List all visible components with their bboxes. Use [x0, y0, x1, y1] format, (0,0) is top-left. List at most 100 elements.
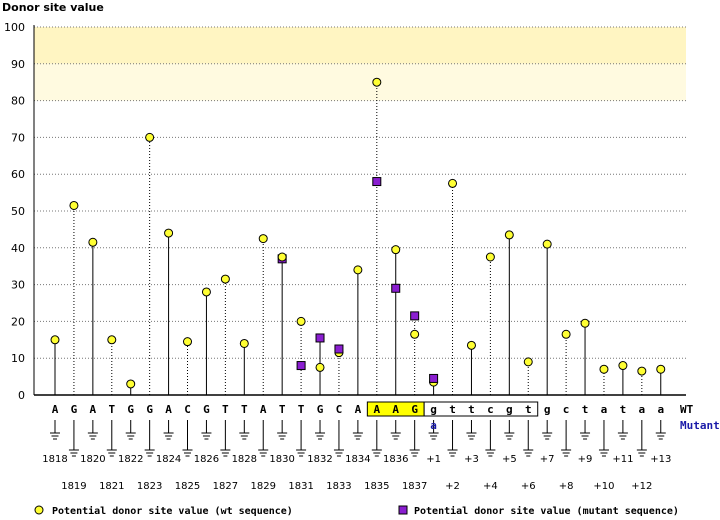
position-label-+12: +12 [631, 481, 652, 492]
wt-point-+4 [485, 252, 495, 262]
legend-mutant-marker [398, 505, 408, 515]
base-1830: T [279, 403, 286, 416]
position-label-+1: +1 [426, 454, 441, 465]
base-+12: a [639, 403, 646, 416]
y-tick-label-30: 30 [11, 279, 25, 292]
mutant-point-1837 [410, 311, 420, 321]
wt-point-1832 [315, 362, 325, 372]
position-label-+7: +7 [540, 454, 555, 465]
mutant-point-1836 [391, 283, 401, 293]
position-label-+10: +10 [593, 481, 614, 492]
position-label-+8: +8 [559, 481, 574, 492]
highlight-band [34, 27, 686, 101]
base-1818: A [52, 403, 59, 416]
y-tick-label-0: 0 [18, 389, 25, 402]
wt-point-1831 [296, 316, 306, 326]
consensus-intron-box [423, 401, 539, 417]
position-label-+4: +4 [483, 481, 498, 492]
position-label-1831: 1831 [288, 481, 313, 492]
position-label-1820: 1820 [80, 454, 105, 465]
wt-point-1827 [220, 274, 230, 284]
wt-point-1835 [372, 77, 382, 87]
wt-point-+9 [580, 318, 590, 328]
y-tick-label-20: 20 [11, 315, 25, 328]
legend: Potential donor site value (wt sequence)… [34, 505, 679, 517]
base-1822: G [127, 403, 134, 416]
wt-point-1826 [201, 287, 211, 297]
base-1837: G [411, 403, 418, 416]
mutant-point-1833 [334, 344, 344, 354]
mutation-base: a [430, 419, 437, 432]
position-label-+9: +9 [578, 454, 593, 465]
wt-point-1824 [164, 228, 174, 238]
position-label-+11: +11 [612, 454, 633, 465]
wt-row-label: WT [680, 403, 694, 416]
base-1826: G [203, 403, 210, 416]
wt-point-1834 [353, 265, 363, 275]
legend-wt-label: Potential donor site value (wt sequence) [52, 505, 293, 517]
wt-point-1825 [183, 337, 193, 347]
position-label-1828: 1828 [232, 454, 257, 465]
position-label-1821: 1821 [99, 481, 124, 492]
wt-point-+7 [542, 239, 552, 249]
position-label-1833: 1833 [326, 481, 351, 492]
position-label-+3: +3 [464, 454, 479, 465]
base-1836: A [392, 403, 399, 416]
base-+8: c [563, 403, 570, 416]
position-label-1822: 1822 [118, 454, 143, 465]
base-1821: T [108, 403, 115, 416]
y-tick-label-50: 50 [11, 205, 25, 218]
band-upper [34, 27, 686, 64]
position-label-1834: 1834 [345, 454, 370, 465]
y-tick-label-80: 80 [11, 95, 25, 108]
wt-point-1821 [107, 335, 117, 345]
mutant-row-label: Mutant [680, 419, 720, 432]
wt-point-+13 [656, 364, 666, 374]
position-label-1818: 1818 [42, 454, 67, 465]
position-label-1825: 1825 [175, 481, 200, 492]
position-label-1836: 1836 [383, 454, 408, 465]
position-label-1837: 1837 [402, 481, 427, 492]
wt-point-1836 [391, 245, 401, 255]
position-label-1827: 1827 [213, 481, 238, 492]
mutant-point-1831 [296, 361, 306, 371]
wt-point-+6 [523, 357, 533, 367]
position-label-1819: 1819 [61, 481, 86, 492]
base-+5: g [506, 403, 513, 416]
base-+9: t [582, 403, 589, 416]
base-1823: G [146, 403, 153, 416]
y-axis: 0 10 20 30 40 50 60 70 80 90 100 [4, 21, 686, 402]
base-+13: a [657, 403, 664, 416]
sequence-track: A 1818 G 1819 A 1820 T 1821 G 1822 G 1823 A 1824 C 1825… [42, 401, 720, 492]
band-lower [34, 63, 686, 101]
mutant-point-1832 [315, 333, 325, 343]
position-label-1824: 1824 [156, 454, 181, 465]
wt-point-+10 [599, 364, 609, 374]
grid [34, 26, 686, 359]
base-+11: t [620, 403, 627, 416]
wt-point-1820 [88, 237, 98, 247]
wt-point-+11 [618, 361, 628, 371]
wt-point-1819 [69, 200, 79, 210]
wt-point-+3 [466, 340, 476, 350]
position-label-1823: 1823 [137, 481, 162, 492]
base-1824: A [165, 403, 172, 416]
position-label-1829: 1829 [251, 481, 276, 492]
base-+6: t [525, 403, 532, 416]
base-1825: C [184, 403, 191, 416]
wt-point-1823 [145, 132, 155, 142]
base-1831: T [298, 403, 305, 416]
base-+1: g [430, 403, 437, 416]
data-points [50, 77, 666, 389]
mutant-point-+1 [429, 373, 439, 383]
base-1834: A [355, 403, 362, 416]
y-tick-label-90: 90 [11, 58, 25, 71]
mutant-point-1835 [372, 177, 382, 187]
base-1829: A [260, 403, 267, 416]
position-label-+2: +2 [445, 481, 460, 492]
position-label-1830: 1830 [269, 454, 294, 465]
wt-point-1829 [258, 234, 268, 244]
base-+4: c [487, 403, 494, 416]
wt-point-+8 [561, 329, 571, 339]
